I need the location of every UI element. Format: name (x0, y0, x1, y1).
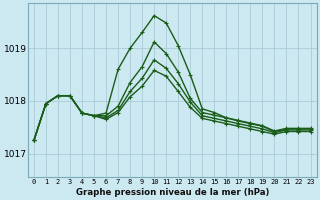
X-axis label: Graphe pression niveau de la mer (hPa): Graphe pression niveau de la mer (hPa) (76, 188, 269, 197)
